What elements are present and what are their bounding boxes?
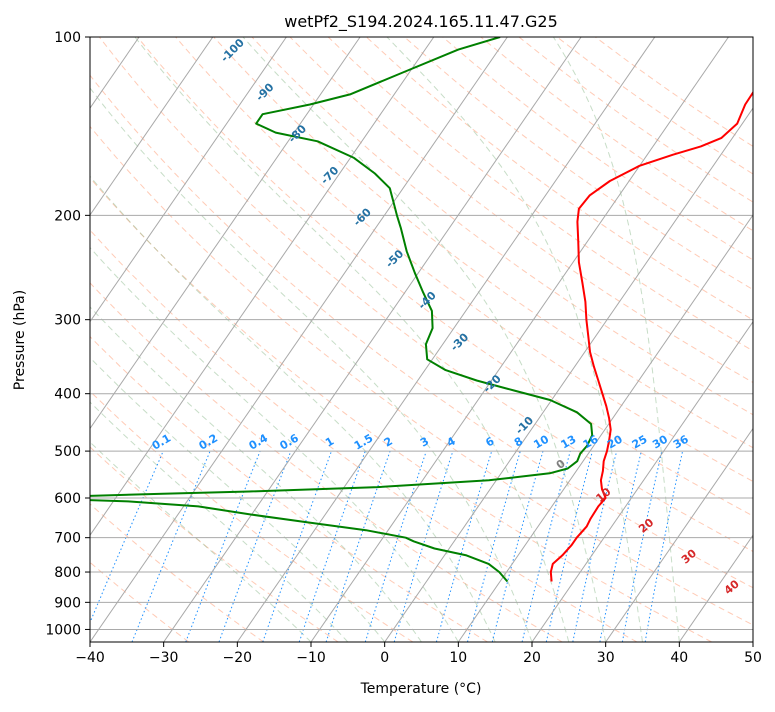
x-tick-label: 30 (597, 650, 615, 666)
x-tick-label: 10 (449, 650, 467, 666)
x-tick-label: −30 (149, 650, 179, 666)
x-axis-label: Temperature (°C) (360, 681, 482, 697)
y-tick-label: 900 (54, 595, 81, 611)
x-tick-label: 20 (523, 650, 541, 666)
y-tick-label: 1000 (45, 622, 81, 638)
x-tick-label: −40 (75, 650, 105, 666)
y-axis-label: Pressure (hPa) (12, 290, 28, 390)
y-tick-label: 300 (54, 313, 81, 329)
y-tick-label: 500 (54, 444, 81, 460)
x-tick-label: 40 (670, 650, 688, 666)
x-tick-label: 0 (380, 650, 389, 666)
y-tick-label: 800 (54, 565, 81, 581)
y-tick-label: 700 (54, 531, 81, 547)
y-tick-label: 600 (54, 491, 81, 507)
chart-title: wetPf2_S194.2024.165.11.47.G25 (284, 12, 558, 32)
x-tick-label: −10 (296, 650, 326, 666)
y-tick-label: 100 (54, 30, 81, 46)
y-tick-label: 400 (54, 387, 81, 403)
y-tick-label: 200 (54, 208, 81, 224)
x-tick-label: 50 (744, 650, 762, 666)
x-tick-label: −20 (223, 650, 253, 666)
